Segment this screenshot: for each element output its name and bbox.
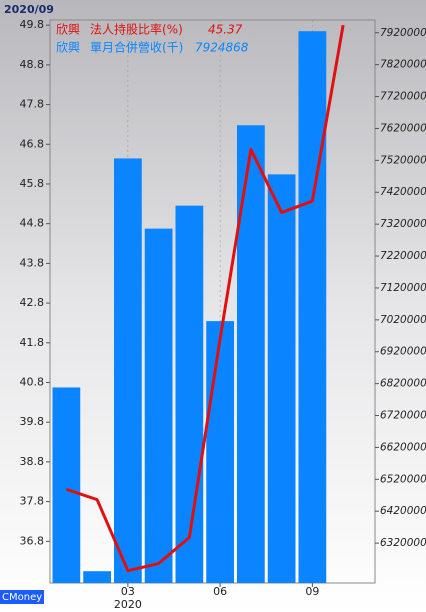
bar (267, 174, 296, 583)
y-tick-label: 49.8 (20, 18, 45, 31)
watermark: CMoney (2, 592, 42, 603)
bar (144, 228, 173, 583)
y-tick-label: 39.8 (20, 415, 45, 428)
y2-tick-label: 7620000 (380, 122, 426, 134)
line (65, 24, 345, 573)
y-tick-label: 47.8 (20, 98, 45, 111)
y2-tick-label: 7020000 (380, 314, 426, 326)
y2-tick-label: 6620000 (380, 441, 426, 453)
watermark-box (0, 590, 44, 604)
y-tick-label: 40.8 (20, 375, 45, 388)
x-tick-label: 06 (213, 585, 227, 598)
y2-tick-label: 6520000 (380, 473, 426, 485)
x-tick-label: 09 (305, 585, 319, 598)
y2-tick-label: 6720000 (380, 410, 426, 422)
y-tick-label: 38.8 (20, 455, 45, 468)
y2-tick-label: 6920000 (380, 346, 426, 358)
y2-tick-label: 7720000 (380, 91, 426, 103)
y-tick-label: 37.8 (20, 495, 45, 508)
bar (206, 321, 234, 583)
legend-company: 欣興 (56, 23, 80, 37)
legend-value: 45.37 (208, 23, 243, 37)
y-tick-label: 42.8 (20, 296, 45, 309)
x-tick-label: 03 (121, 585, 135, 598)
y-tick-label: 43.8 (20, 256, 45, 269)
y2-tick-label: 7320000 (380, 218, 426, 230)
y2-tick-label: 7120000 (380, 282, 426, 294)
legend-company: 欣興 (56, 41, 80, 55)
y2-tick-label: 7920000 (380, 27, 426, 39)
y-tick-label: 44.8 (20, 217, 45, 230)
bar (237, 125, 265, 583)
y2-tick-label: 7420000 (380, 186, 426, 198)
y2-tick-label: 7820000 (380, 59, 426, 71)
y-tick-label: 41.8 (20, 336, 45, 349)
date-label: 2020/09 (4, 3, 54, 16)
bar (298, 31, 327, 583)
y-tick-label: 46.8 (20, 137, 45, 150)
y2-tick-label: 6820000 (380, 378, 426, 390)
y-tick-label: 45.8 (20, 177, 45, 190)
legend-name: 單月合併營收(千) (90, 40, 183, 55)
y-tick-label: 48.8 (20, 58, 45, 71)
bar (114, 158, 142, 584)
legend-value: 7924868 (195, 41, 249, 55)
bar (175, 205, 204, 583)
y-tick-label: 36.8 (20, 534, 45, 547)
legend-name: 法人持股比率(%) (90, 22, 183, 37)
bar (83, 571, 111, 583)
y2-tick-label: 7520000 (380, 154, 426, 166)
x-year-label: 2020 (114, 598, 142, 611)
y2-tick-label: 6420000 (380, 505, 426, 517)
y2-tick-label: 6320000 (380, 537, 426, 549)
y2-tick-label: 7220000 (380, 250, 426, 262)
bar (52, 387, 81, 583)
